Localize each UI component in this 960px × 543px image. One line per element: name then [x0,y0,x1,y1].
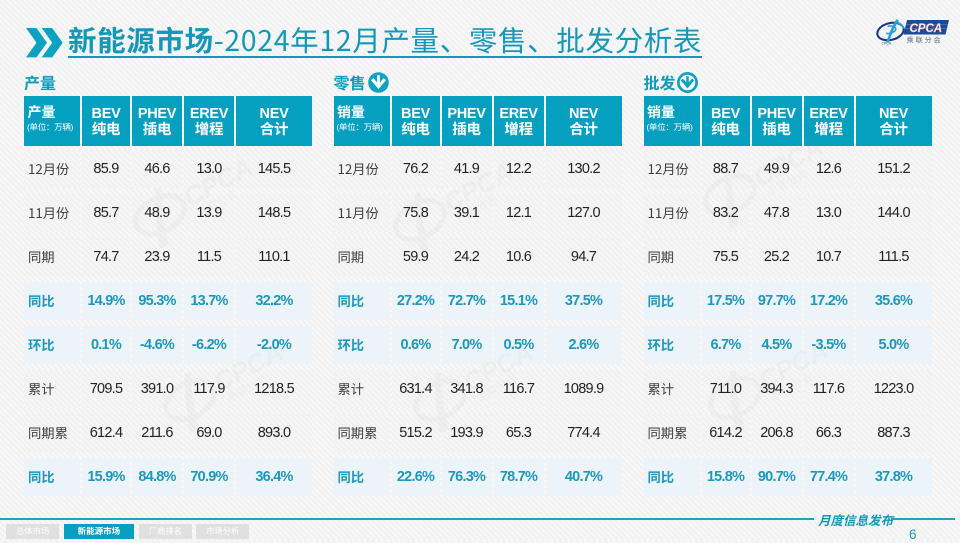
svg-text:CPCA: CPCA [910,23,943,35]
svg-text:CPCA: CPCA [882,42,892,45]
svg-text:乘联分会: 乘联分会 [907,36,943,46]
